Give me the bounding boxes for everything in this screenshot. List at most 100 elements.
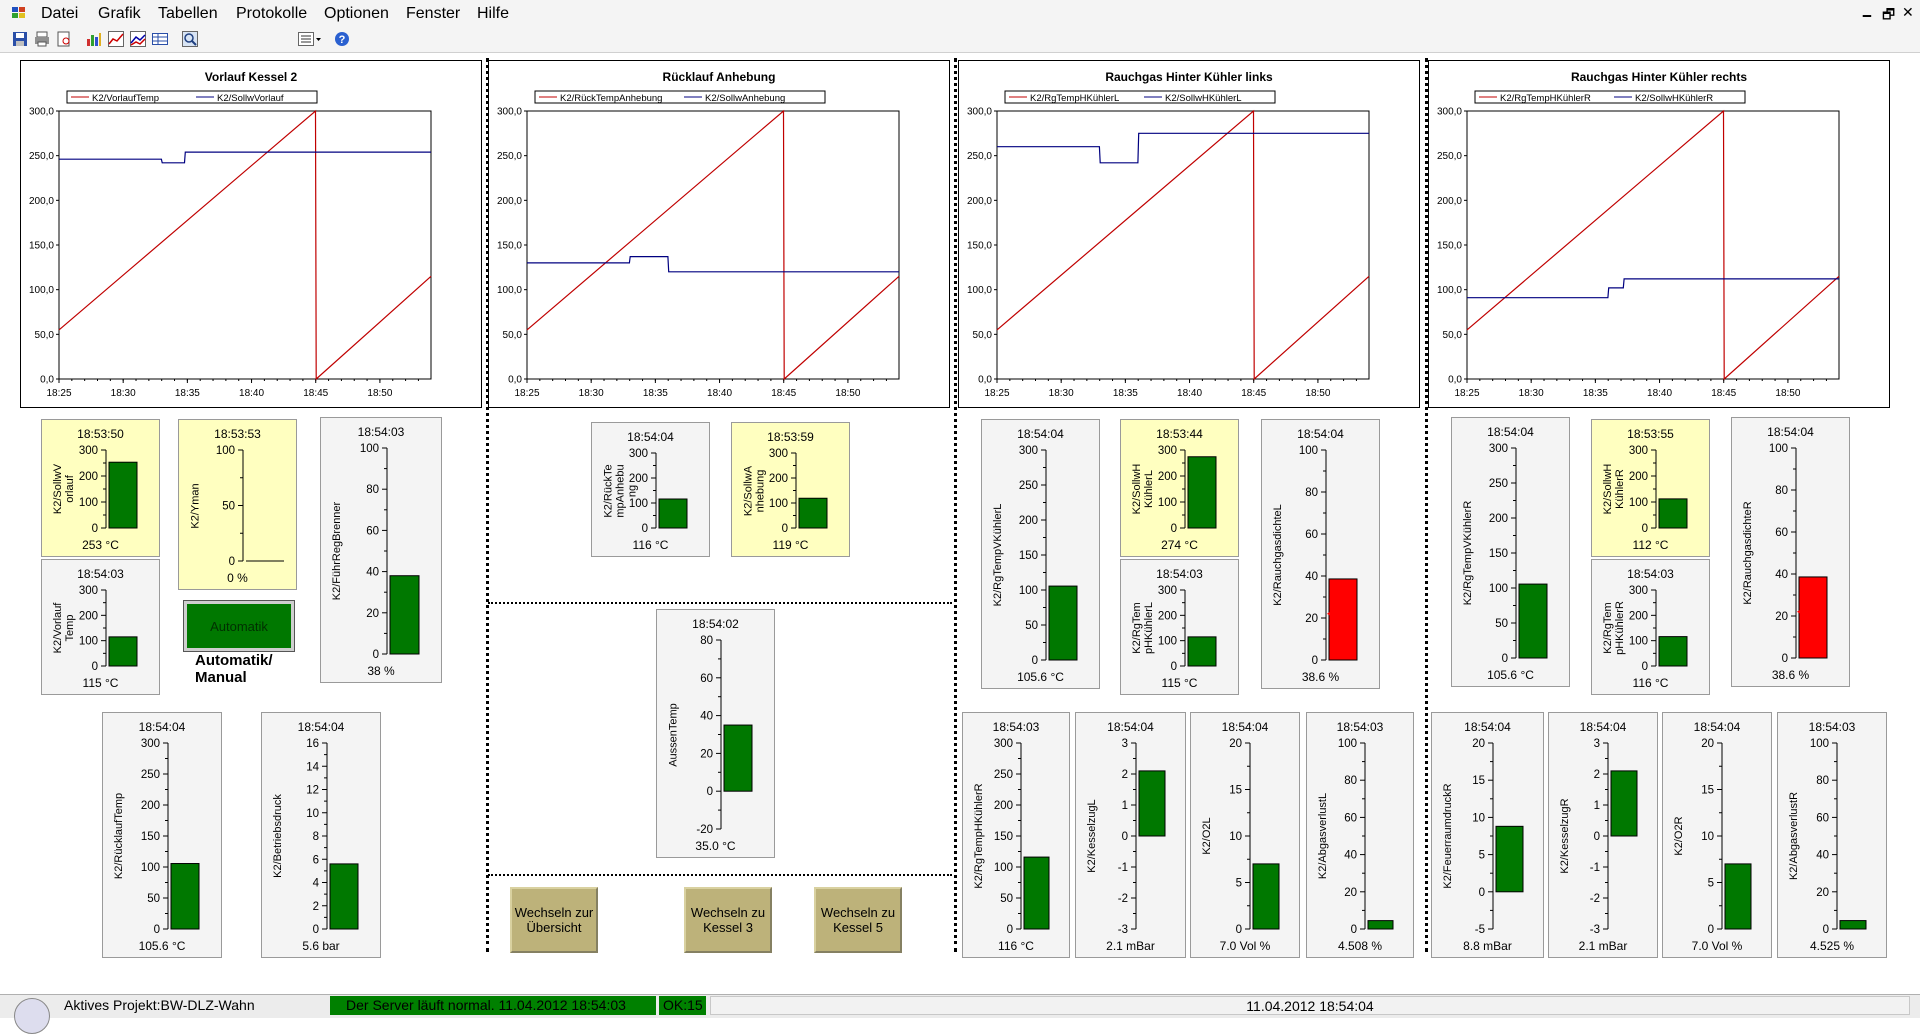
automatik-button[interactable]: Automatik	[183, 600, 295, 652]
setpoint-marker-icon	[1797, 607, 1803, 616]
trend-chart: K2/RgTempHKühlerR K2/SollwHKühlerR 0,0 50,0…	[1437, 90, 1840, 399]
gauge-tick-label: 200	[79, 610, 98, 622]
bar-gauge: 18:54:03 115 °C K2/Vorlauf Temp 300 200 100 0	[41, 559, 160, 695]
gauge-tick-label: 12	[306, 785, 319, 797]
help-icon[interactable]: ?	[334, 31, 350, 47]
zoom-icon[interactable]	[182, 31, 198, 47]
print-preview-icon[interactable]	[56, 31, 72, 47]
gauge-tick-label: 40	[366, 567, 379, 579]
gauge-tick-label: 200	[1629, 471, 1648, 483]
print-icon[interactable]	[34, 31, 50, 47]
switch-to-kessel5-button[interactable]: Wechseln zu Kessel 5	[814, 887, 902, 953]
app-icon[interactable]	[12, 7, 26, 19]
gauge-timestamp: 18:54:04	[297, 720, 345, 734]
gauge-scale: 3 2 1 0 -1 -2 -3	[1118, 738, 1166, 936]
gauge-tick-label: 100	[1299, 445, 1318, 457]
switch-to-kessel3-button[interactable]: Wechseln zu Kessel 3	[684, 887, 772, 953]
bar-gauge: 18:54:04 105.6 °C K2/RgTempVKühlerR 300 250 2…	[1451, 417, 1570, 687]
gauge-value: 112 °C	[1632, 538, 1669, 552]
close-icon[interactable]: ✕	[1902, 4, 1914, 20]
gauge-tick-label: 40	[700, 711, 713, 723]
y-tick-label: 50,0	[1443, 330, 1463, 341]
x-tick-label: 18:25	[984, 388, 1009, 399]
gauge-value: 2.1 mBar	[1106, 939, 1155, 953]
gauge-tick-label: 40	[1775, 569, 1788, 581]
x-tick-label: 18:50	[835, 388, 860, 399]
gauge-tick-label: 2	[1594, 769, 1600, 781]
gauge-tick-label: 6	[313, 854, 319, 866]
menu-bar: Datei Grafik Tabellen Protokolle Optione…	[0, 0, 1920, 26]
gauge-tick-label: 10	[1472, 812, 1485, 824]
gauge-tick-label: 100	[994, 862, 1013, 874]
gauge-value: 116 °C	[1632, 676, 1669, 690]
table-icon[interactable]	[152, 31, 168, 47]
gauge-tick-label: 40	[1305, 571, 1318, 583]
gauge-tick-label: 60	[1305, 529, 1318, 541]
gauge-bar	[1138, 770, 1166, 837]
menu-protokolle[interactable]: Protokolle	[236, 5, 308, 22]
gauge-value: 119 °C	[772, 538, 809, 552]
automatik-caption-line1: Automatik/	[195, 652, 273, 669]
dropdown-chart-icon[interactable]	[298, 31, 322, 47]
y-tick-label: 300,0	[497, 107, 522, 118]
y-tick-label: 300,0	[29, 107, 54, 118]
bar-gauge: 18:53:59 119 °C K2/SollwA nhebung 300 200 100 0	[731, 422, 850, 557]
gauge-scale: 100 80 60 40 20 0	[1769, 443, 1828, 665]
save-icon[interactable]	[12, 31, 28, 47]
series-line	[58, 109, 432, 381]
gauge-tick-label: 1	[1122, 800, 1128, 812]
gauge-value: 38.6 %	[1301, 670, 1340, 684]
ok-count-badge: OK:15	[659, 996, 706, 1015]
bar-chart-icon[interactable]	[86, 31, 102, 47]
gauge-tick-label: 5	[1708, 878, 1714, 890]
gauge-tick-label: 300	[629, 448, 648, 460]
legend-entry: K2/VorlaufTemp	[92, 93, 159, 104]
bar-gauge: 18:54:04 7.0 Vol % K2/O2L 20 15 10 5 0	[1190, 712, 1300, 958]
gauge-timestamp: 18:54:03	[357, 425, 405, 439]
gauge-scale: 300 250 200 150 100 50 0	[1019, 445, 1078, 667]
bar-gauge: 18:53:44 274 °C K2/SollwH KühlerL 300 200 100 0	[1120, 419, 1239, 557]
gauge-tick-label: 0	[1171, 523, 1177, 535]
line-chart-icon[interactable]	[108, 31, 124, 47]
gauge-tick-label: 80	[1816, 775, 1829, 787]
x-tick-label: 18:50	[1775, 388, 1800, 399]
gauge-value: 0 %	[227, 571, 248, 585]
gauge-value: 35.0 °C	[695, 839, 736, 853]
switch-to-overview-button[interactable]: Wechseln zur Übersicht	[510, 887, 598, 953]
gauge-tick-label: 10	[1701, 831, 1714, 843]
gauge-tick-label: 80	[1305, 487, 1318, 499]
gauge-scale: 3 2 1 0 -1 -2 -3	[1590, 738, 1638, 936]
menu-fenster[interactable]: Fenster	[406, 5, 461, 22]
gauge-scale: 300 200 100 0	[1158, 585, 1217, 673]
menu-optionen[interactable]: Optionen	[324, 5, 389, 22]
section-divider	[486, 58, 489, 952]
gauge-timestamp: 18:54:04	[1017, 427, 1064, 441]
x-tick-label: 18:50	[367, 388, 392, 399]
gauge-value: 8.8 mBar	[1463, 939, 1512, 953]
menu-hilfe[interactable]: Hilfe	[477, 5, 510, 22]
menu-datei[interactable]: Datei	[41, 5, 79, 22]
gauge-tick-label: 100	[1629, 636, 1648, 648]
gauge-scale: 300 200 100 0	[629, 448, 688, 535]
menu-tabellen[interactable]: Tabellen	[158, 5, 218, 22]
gauge-tick-label: 20	[1701, 738, 1714, 750]
plot-area	[1466, 110, 1840, 380]
x-tick-label: 18:45	[771, 388, 796, 399]
gauge-value: 38.6 %	[1771, 668, 1810, 682]
minimize-icon[interactable]: 🗕	[1862, 6, 1872, 22]
legend-entry: K2/SollwHKühlerR	[1635, 93, 1713, 104]
gauge-tick-label: 20	[1775, 611, 1788, 623]
gauge-tick-label: 0	[1642, 523, 1648, 535]
gauge-bar	[658, 498, 688, 529]
legend-entry: K2/SollwAnhebung	[705, 93, 785, 104]
restore-icon[interactable]: 🗗	[1882, 6, 1896, 22]
y-tick-label: 150,0	[1437, 241, 1462, 252]
bar-gauge: 18:54:04 116 °C K2/RückTe mpAnhebu ng 300 200 1…	[591, 422, 710, 557]
series-line	[527, 256, 899, 273]
menu-grafik[interactable]: Grafik	[98, 5, 141, 22]
trend-chart: K2/VorlaufTemp K2/SollwVorlauf 0,0 50,0 100,…	[29, 90, 432, 399]
gauge-tick-label: 100	[79, 636, 98, 648]
gauge-tick-label: 0	[1171, 661, 1177, 673]
multi-line-chart-icon[interactable]	[130, 31, 146, 47]
x-tick-label: 18:45	[1711, 388, 1736, 399]
